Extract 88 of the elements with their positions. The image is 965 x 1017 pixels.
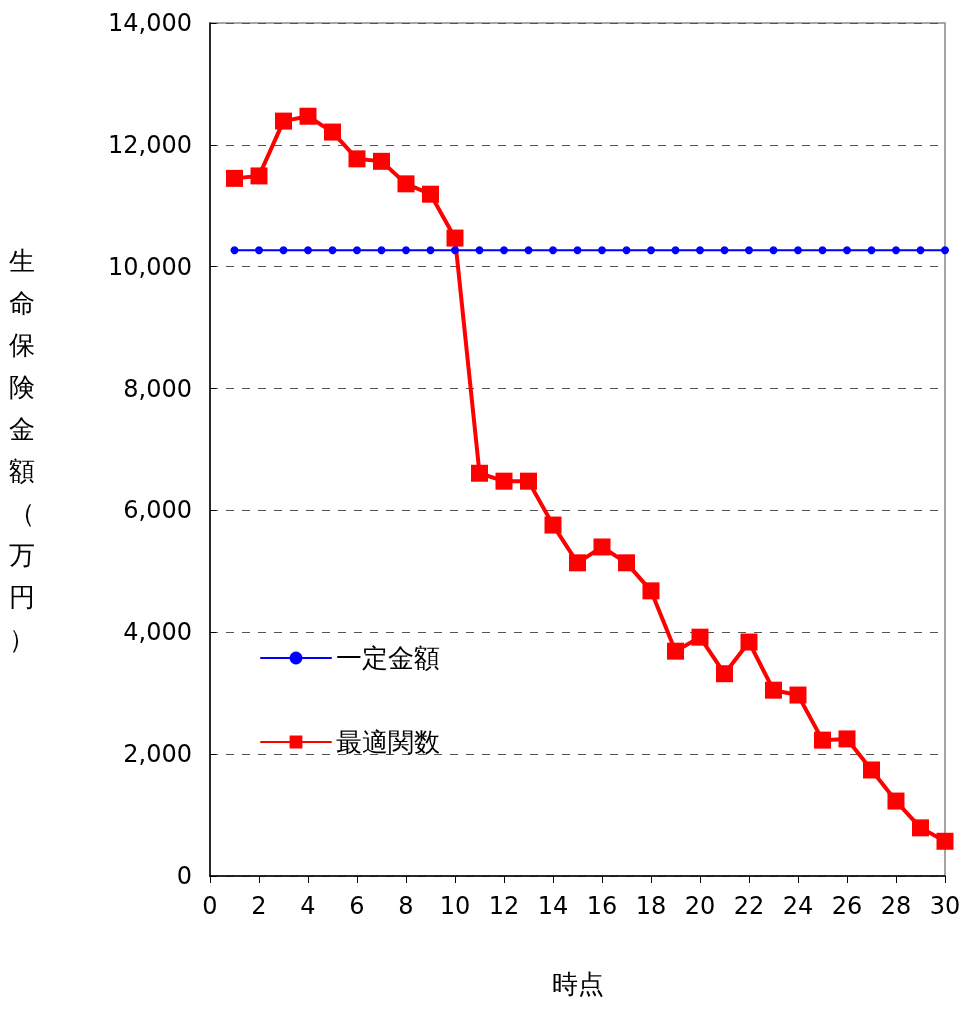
point	[843, 246, 851, 255]
point	[250, 167, 268, 185]
point	[373, 152, 390, 170]
point	[765, 681, 782, 699]
point	[353, 246, 361, 255]
x-tick-label: 12	[488, 892, 520, 920]
point	[912, 819, 929, 837]
point	[916, 246, 925, 255]
point	[573, 246, 582, 255]
point	[814, 731, 831, 749]
point	[647, 246, 655, 255]
y-tick-label: 8,000	[123, 374, 192, 403]
point	[230, 246, 239, 255]
point	[304, 246, 312, 255]
point	[593, 538, 611, 556]
point	[500, 246, 508, 255]
point	[936, 832, 954, 850]
point	[720, 246, 729, 255]
point	[740, 633, 758, 651]
point	[324, 123, 341, 141]
point	[348, 150, 366, 168]
point	[279, 246, 288, 255]
point	[426, 246, 435, 255]
point	[691, 628, 709, 646]
point	[471, 464, 488, 482]
point	[544, 516, 562, 534]
point	[446, 229, 464, 247]
point	[622, 246, 631, 255]
legend-label: 一定金額	[336, 643, 440, 673]
point	[892, 246, 900, 255]
x-tick-label: 16	[586, 892, 618, 920]
point	[475, 246, 484, 255]
point	[863, 761, 880, 779]
point	[569, 554, 586, 572]
x-tick-label: 18	[635, 892, 667, 920]
point	[838, 730, 856, 748]
point	[397, 175, 415, 193]
point	[642, 582, 660, 600]
point	[789, 686, 807, 704]
point	[667, 642, 684, 660]
legend-label: 最適関数	[336, 727, 440, 757]
x-axis-title: 時点	[551, 969, 604, 999]
point	[618, 554, 635, 572]
x-tick-label: 8	[398, 892, 414, 920]
point	[941, 246, 949, 255]
x-tick-label: 2	[251, 892, 267, 920]
point	[451, 246, 459, 255]
point	[598, 246, 606, 255]
x-tick-label: 24	[782, 892, 814, 920]
y-tick-label: 12,000	[108, 130, 192, 159]
point	[226, 169, 243, 187]
x-tick-label: 0	[202, 892, 218, 920]
x-tick-label: 14	[537, 892, 569, 920]
y-tick-label: 14,000	[108, 9, 192, 37]
point	[716, 665, 733, 683]
point	[671, 246, 680, 255]
y-tick-label: 10,000	[108, 252, 192, 281]
point	[818, 246, 827, 255]
point	[402, 246, 410, 255]
point	[255, 246, 263, 255]
point	[422, 185, 439, 203]
x-tick-label: 22	[733, 892, 765, 920]
x-tick-label: 28	[880, 892, 912, 920]
x-tick-label: 10	[439, 892, 471, 920]
point	[887, 792, 905, 810]
y-tick-label: 0	[176, 862, 192, 890]
point	[549, 246, 557, 255]
point	[696, 246, 704, 255]
y-tick-label: 2,000	[123, 740, 192, 769]
point	[495, 472, 513, 490]
point	[328, 246, 337, 255]
point	[520, 472, 537, 490]
y-tick-label: 6,000	[123, 496, 192, 525]
x-tick-label: 30	[929, 892, 961, 920]
text: 生命保険金額（万円）	[9, 245, 35, 654]
point	[769, 246, 778, 255]
x-tick-label: 4	[300, 892, 316, 920]
point	[867, 246, 876, 255]
x-tick-label: 6	[349, 892, 365, 920]
point	[299, 107, 317, 125]
point	[275, 112, 292, 130]
x-tick-label: 26	[831, 892, 863, 920]
x-tick-label: 20	[684, 892, 716, 920]
point	[377, 246, 386, 255]
y-tick-label: 4,000	[123, 618, 192, 647]
point	[745, 246, 753, 255]
point	[524, 246, 533, 255]
point	[794, 246, 802, 255]
